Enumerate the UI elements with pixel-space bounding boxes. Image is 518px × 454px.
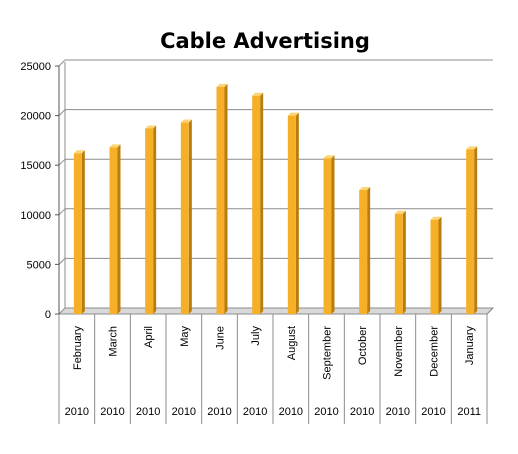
gridline-diagonal bbox=[58, 109, 66, 116]
floor-edge bbox=[486, 307, 494, 315]
y-tick-label: 0 bbox=[45, 309, 51, 321]
year-label: 2010 bbox=[386, 406, 410, 418]
bar-top bbox=[323, 155, 335, 159]
category-label: December bbox=[429, 326, 441, 377]
category-label: October bbox=[357, 326, 369, 365]
y-tick-label: 20000 bbox=[20, 111, 51, 123]
gridline-diagonal bbox=[58, 258, 66, 265]
bar-front bbox=[359, 190, 368, 314]
bar bbox=[145, 125, 157, 314]
bar-top bbox=[109, 144, 121, 148]
bar bbox=[359, 187, 371, 314]
category-label: June bbox=[215, 326, 227, 350]
bar-top bbox=[430, 216, 442, 220]
category-label: March bbox=[108, 326, 120, 357]
category-label: February bbox=[72, 326, 84, 371]
category-label: May bbox=[179, 326, 191, 347]
bar bbox=[466, 146, 478, 314]
year-label: 2011 bbox=[457, 406, 481, 418]
y-axis: 0 5000 10000 15000 20000 25000 bbox=[20, 61, 495, 321]
category-label: November bbox=[393, 326, 405, 377]
category-label: January bbox=[464, 326, 476, 366]
y-tick-label: 10000 bbox=[20, 210, 51, 222]
bar-side bbox=[438, 216, 442, 314]
bar bbox=[323, 155, 335, 314]
bar-top bbox=[145, 125, 157, 129]
bars bbox=[73, 83, 478, 314]
bar-front bbox=[394, 213, 403, 314]
year-label: 2010 bbox=[172, 406, 196, 418]
y-tick-label: 15000 bbox=[20, 160, 51, 172]
bar-front bbox=[145, 128, 154, 314]
bar-top bbox=[359, 187, 371, 190]
gridline-diagonal bbox=[58, 158, 66, 166]
category-labels: February 2010 March 2010 April 2010 May 2010 Jun… bbox=[58, 314, 488, 424]
bar-top bbox=[466, 146, 478, 150]
bar-side bbox=[295, 112, 299, 314]
bar-front bbox=[287, 115, 296, 314]
bar bbox=[394, 210, 406, 314]
bar bbox=[287, 112, 299, 314]
year-label: 2010 bbox=[421, 406, 445, 418]
year-label: 2010 bbox=[243, 406, 267, 418]
bar-side bbox=[188, 119, 192, 314]
year-label: 2010 bbox=[207, 406, 231, 418]
bar-side bbox=[331, 155, 335, 314]
bar-side bbox=[224, 83, 228, 314]
bar-front bbox=[109, 147, 118, 314]
gridline-diagonal bbox=[58, 208, 66, 216]
year-label: 2010 bbox=[65, 406, 89, 418]
bar-side bbox=[117, 144, 121, 314]
bar bbox=[73, 150, 85, 314]
category-label: July bbox=[250, 326, 262, 346]
year-label: 2010 bbox=[314, 406, 338, 418]
bar bbox=[180, 119, 192, 314]
bar-side bbox=[153, 125, 157, 314]
bar-top bbox=[394, 210, 406, 214]
bar-front bbox=[252, 95, 261, 314]
bar-front bbox=[323, 158, 332, 314]
chart-floor bbox=[57, 307, 495, 315]
bar bbox=[216, 83, 228, 314]
category-label: April bbox=[143, 326, 155, 348]
year-label: 2010 bbox=[136, 406, 160, 418]
bar-side bbox=[81, 150, 85, 314]
bar-front bbox=[466, 149, 475, 314]
bar-top bbox=[252, 92, 264, 96]
year-label: 2010 bbox=[350, 406, 374, 418]
gridline-diagonal bbox=[58, 59, 66, 67]
year-label: 2010 bbox=[279, 406, 303, 418]
bar-side bbox=[402, 210, 406, 314]
category-label: September bbox=[322, 326, 334, 380]
bar-top bbox=[287, 112, 299, 116]
bar bbox=[109, 144, 121, 314]
bar-top bbox=[73, 150, 85, 154]
bar-top bbox=[180, 119, 192, 123]
year-label: 2010 bbox=[100, 406, 124, 418]
chart-title: Cable Advertising bbox=[160, 29, 370, 53]
bar-front bbox=[180, 122, 189, 314]
bar-front bbox=[430, 219, 439, 314]
bar bbox=[252, 92, 264, 314]
bar-front bbox=[216, 86, 225, 314]
category-label: August bbox=[286, 326, 298, 360]
bar-front bbox=[73, 153, 82, 314]
bar-top bbox=[216, 83, 228, 87]
y-tick-label: 25000 bbox=[20, 61, 51, 73]
bar bbox=[430, 216, 442, 314]
bar-side bbox=[474, 146, 478, 314]
y-tick-label: 5000 bbox=[27, 259, 51, 271]
bar-side bbox=[367, 187, 371, 314]
grid bbox=[58, 59, 493, 265]
bar-side bbox=[260, 92, 264, 314]
